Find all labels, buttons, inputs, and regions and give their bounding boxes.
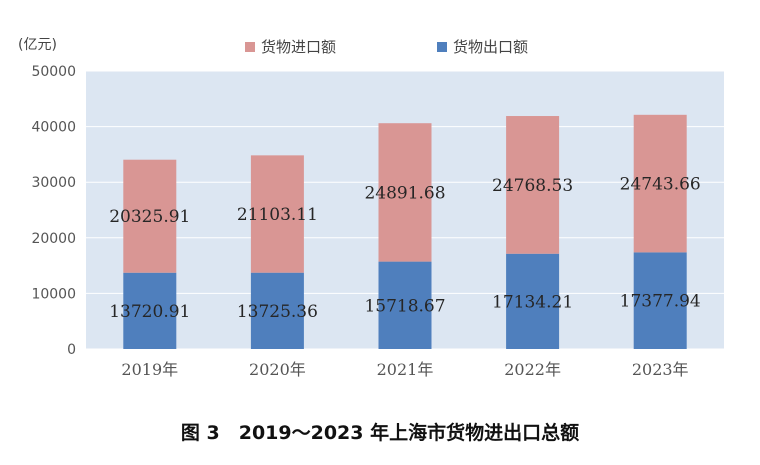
y-tick-label: 0 <box>67 342 76 358</box>
data-label: 17377.94 <box>620 292 701 312</box>
data-label: 15718.67 <box>364 296 445 316</box>
x-tick-label: 2022年 <box>504 360 561 379</box>
x-tick-label: 2021年 <box>377 360 434 379</box>
data-label: 24891.68 <box>364 183 445 203</box>
x-tick-label: 2020年 <box>249 360 306 379</box>
legend: 货物进口额 货物出口额 <box>245 38 528 56</box>
legend-swatch <box>437 42 447 52</box>
bar-segment-import <box>506 116 560 254</box>
y-tick-label: 40000 <box>31 120 76 136</box>
bar-segment-export <box>378 261 432 349</box>
y-tick-label: 30000 <box>31 175 76 191</box>
bar-segment-import <box>123 159 177 273</box>
bar-segment-export <box>250 272 304 349</box>
data-label: 13725.36 <box>237 302 318 322</box>
data-label: 17134.21 <box>492 292 573 312</box>
stacked-bar-chart: 13720.91 20325.91 13725.36 21103.11 15718.67… <box>31 38 724 379</box>
legend-swatch <box>245 42 255 52</box>
data-label: 21103.11 <box>237 205 318 225</box>
y-tick-label: 50000 <box>31 64 76 80</box>
bar-segment-import <box>378 123 432 262</box>
data-label: 24743.66 <box>620 175 701 195</box>
data-label: 13720.91 <box>109 302 190 322</box>
bar-segment-import <box>633 114 687 253</box>
data-label: 24768.53 <box>492 176 573 196</box>
y-tick-label: 20000 <box>31 231 76 247</box>
y-axis-unit-label: (亿元) <box>18 37 57 53</box>
bars-group: 13720.91 20325.91 13725.36 21103.11 15718.67… <box>109 114 701 349</box>
legend-label: 货物进口额 <box>261 38 336 56</box>
x-tick-label: 2019年 <box>121 360 178 379</box>
bar-segment-export <box>506 253 560 349</box>
bar-segment-export <box>123 272 177 349</box>
y-axis-ticks: 0 10000 20000 30000 40000 50000 <box>31 64 76 358</box>
bar-segment-export <box>633 252 687 349</box>
figure-caption: 图 3 2019～2023 年上海市货物进出口总额 <box>180 422 580 444</box>
x-tick-label: 2023年 <box>632 360 689 379</box>
legend-label: 货物出口额 <box>453 38 528 56</box>
bar-segment-import <box>250 155 304 273</box>
x-axis-ticks: 2019年 2020年 2021年 2022年 2023年 <box>121 360 688 379</box>
y-tick-label: 10000 <box>31 286 76 302</box>
data-label: 20325.91 <box>109 207 190 227</box>
